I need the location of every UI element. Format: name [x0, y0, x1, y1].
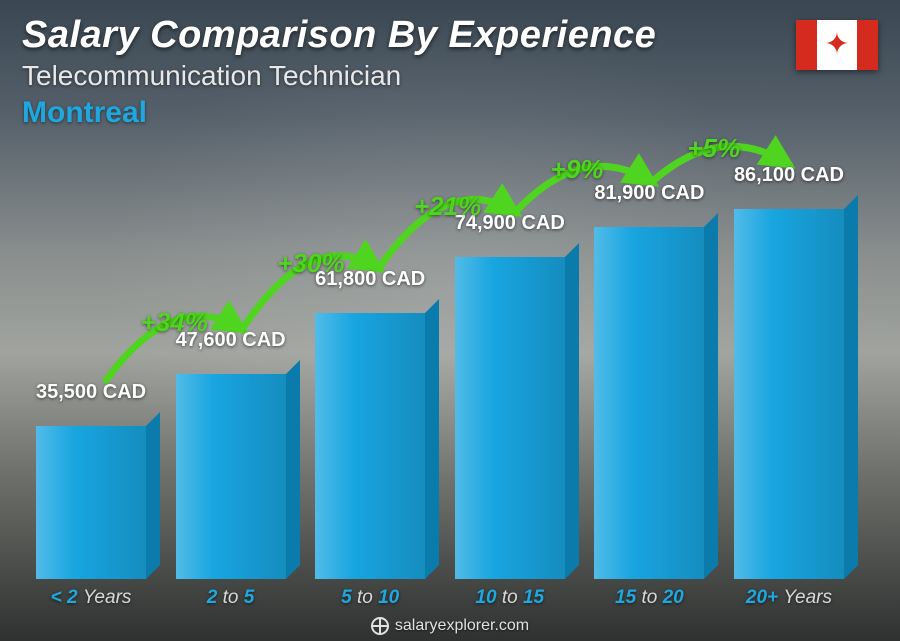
increase-pct-label: +5% [687, 133, 740, 164]
flag-canada: ✦ [796, 20, 878, 70]
bar: 35,500 CAD [30, 426, 152, 579]
infographic-stage: Salary Comparison By Experience Telecomm… [0, 0, 900, 641]
bar-front [315, 313, 425, 579]
bar-3d [734, 209, 844, 579]
x-category: 15 to 20 [588, 587, 710, 609]
x-category: 10 to 15 [449, 587, 571, 609]
page-subtitle: Telecommunication Technician [22, 60, 401, 92]
bar: 47,600 CAD [170, 374, 292, 579]
bar-side [565, 243, 579, 579]
flag-center: ✦ [817, 20, 857, 70]
bar-3d [594, 227, 704, 579]
flag-bar-right [857, 20, 878, 70]
footer-text: salaryexplorer.com [395, 617, 529, 635]
bar-3d [176, 374, 286, 579]
bar-front [36, 426, 146, 579]
increase-pct-label: +34% [141, 307, 208, 338]
bar-side [146, 412, 160, 579]
bar-front [455, 257, 565, 579]
increase-pct-label: +21% [414, 191, 481, 222]
x-category: 2 to 5 [170, 587, 292, 609]
bar-side [844, 195, 858, 579]
bar-3d [455, 257, 565, 579]
bars-container: 35,500 CAD47,600 CAD61,800 CAD74,900 CAD… [30, 109, 850, 579]
bar: 86,100 CAD [728, 209, 850, 579]
page-title: Salary Comparison By Experience [22, 14, 656, 57]
bar-chart: 35,500 CAD47,600 CAD61,800 CAD74,900 CAD… [0, 109, 900, 579]
bar: 61,800 CAD [309, 313, 431, 579]
maple-leaf-icon: ✦ [824, 30, 849, 60]
x-category: < 2 Years [30, 587, 152, 609]
x-category: 5 to 10 [309, 587, 431, 609]
flag-bar-left [796, 20, 817, 70]
bar-side [704, 213, 718, 579]
bar: 81,900 CAD [588, 227, 710, 579]
bar-3d [36, 426, 146, 579]
footer: salaryexplorer.com [0, 617, 900, 635]
increase-pct-label: +30% [277, 248, 344, 279]
x-axis: < 2 Years 2 to 5 5 to 10 10 to 15 15 to 20 20… [30, 587, 850, 609]
bar-front [176, 374, 286, 579]
bar: 74,900 CAD [449, 257, 571, 579]
bar-value-label: 35,500 CAD [11, 381, 171, 404]
bar-front [734, 209, 844, 579]
bar-front [594, 227, 704, 579]
bar-3d [315, 313, 425, 579]
bar-value-label: 81,900 CAD [569, 182, 729, 205]
bar-side [425, 299, 439, 579]
x-category: 20+ Years [728, 587, 850, 609]
bar-side [286, 360, 300, 579]
increase-pct-label: +9% [551, 154, 604, 185]
globe-icon [371, 617, 389, 635]
bar-value-label: 86,100 CAD [709, 164, 869, 187]
